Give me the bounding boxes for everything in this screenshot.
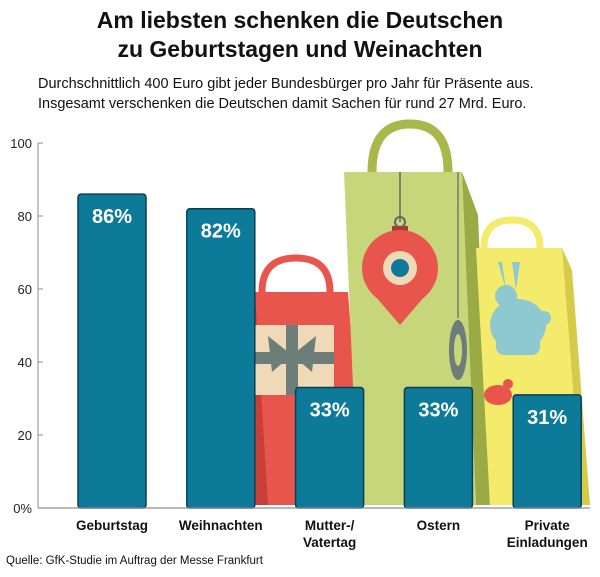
- bar: [186, 207, 256, 509]
- chart-title: Am liebsten schenken die Deutschen zu Ge…: [0, 6, 600, 64]
- category-label: Ostern: [417, 518, 461, 533]
- y-tick-label: 60: [18, 282, 32, 297]
- subtitle-line-1: Durchschnittlich 400 Euro gibt jeder Bun…: [38, 76, 534, 92]
- bar-value-label: 33%: [310, 400, 350, 422]
- category-label: Vatertag: [303, 535, 356, 550]
- bar-value-label: 33%: [418, 400, 458, 422]
- y-tick-label: 0%: [13, 501, 32, 516]
- bar-value-label: 82%: [201, 221, 241, 243]
- y-tick-label: 80: [18, 209, 32, 224]
- bar-value-label: 86%: [92, 206, 132, 228]
- category-label: Geburtstag: [76, 518, 148, 533]
- source-note: Quelle: GfK-Studie im Auftrag der Messe …: [6, 555, 263, 567]
- category-label: Mutter-/: [305, 518, 355, 533]
- bar: [77, 193, 147, 509]
- category-label: Weihnachten: [179, 518, 263, 533]
- category-label: Private: [525, 518, 571, 533]
- chart-subtitle: Durchschnittlich 400 Euro gibt jeder Bun…: [38, 74, 598, 114]
- y-axis-ticks: 0% 20 40 60 80 100: [10, 136, 43, 516]
- x-axis-labels: Geburtstag Weihnachten Mutter-/ Vatertag Ost…: [76, 518, 588, 550]
- title-line-1: Am liebsten schenken die Deutschen: [96, 7, 504, 33]
- bars: 86% 82% 33% 33% 31%: [77, 193, 582, 509]
- y-tick-label: 20: [18, 428, 32, 443]
- category-label: Einladungen: [507, 535, 588, 550]
- y-tick-label: 100: [10, 136, 32, 151]
- bar-value-label: 31%: [527, 407, 567, 429]
- y-tick-label: 40: [18, 355, 32, 370]
- title-line-2: zu Geburtstagen und Weinachten: [117, 36, 483, 62]
- subtitle-line-2: Insgesamt verschenken die Deutschen dami…: [38, 96, 527, 112]
